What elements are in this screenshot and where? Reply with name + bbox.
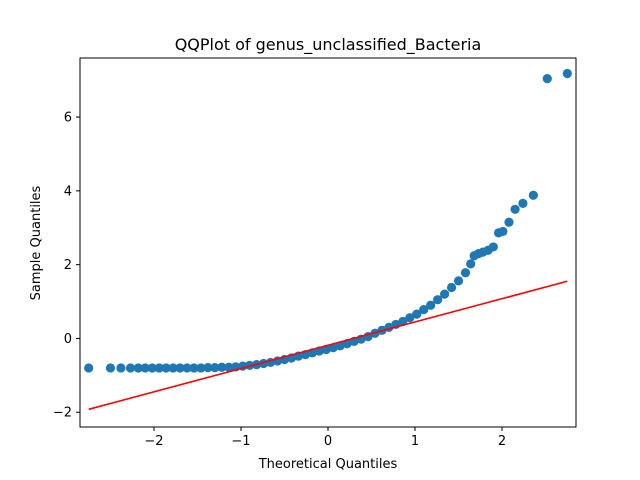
data-point-5 bbox=[140, 363, 150, 373]
chart-title: QQPlot of genus_unclassified_Bacteria bbox=[175, 35, 482, 55]
x-tick-label-3: 1 bbox=[411, 434, 419, 449]
data-point-6 bbox=[147, 363, 157, 373]
data-point-62 bbox=[518, 198, 528, 208]
y-tick-label-1: 0 bbox=[64, 332, 72, 347]
reference-line bbox=[88, 280, 568, 411]
data-point-1 bbox=[105, 363, 116, 373]
data-point-20 bbox=[245, 360, 255, 370]
data-point-65 bbox=[562, 68, 572, 79]
data-point-50 bbox=[453, 276, 464, 286]
data-point-15 bbox=[210, 362, 220, 373]
data-point-4 bbox=[133, 363, 143, 373]
data-point-33 bbox=[335, 341, 345, 351]
x-tick-label-4: 2 bbox=[498, 434, 506, 449]
y-axis-label: Sample Quantiles bbox=[29, 185, 44, 300]
data-point-11 bbox=[182, 363, 192, 373]
data-point-17 bbox=[224, 362, 234, 372]
data-point-46 bbox=[426, 300, 436, 310]
data-point-57 bbox=[488, 242, 498, 252]
data-point-44 bbox=[412, 309, 422, 319]
data-point-52 bbox=[466, 259, 476, 269]
data-point-0 bbox=[84, 363, 94, 373]
data-point-2 bbox=[116, 363, 126, 373]
data-point-13 bbox=[196, 363, 206, 373]
data-point-8 bbox=[161, 363, 171, 373]
data-point-64 bbox=[542, 74, 552, 84]
data-point-14 bbox=[203, 362, 213, 373]
plot-area: −2 −1 0 1 2 −2 0 2 4 6 bbox=[53, 57, 577, 449]
data-point-51 bbox=[460, 268, 471, 278]
y-tick-label-2: 2 bbox=[64, 258, 72, 273]
data-point-60 bbox=[504, 217, 514, 227]
data-point-31 bbox=[321, 344, 331, 355]
data-point-12 bbox=[189, 363, 199, 373]
data-point-47 bbox=[433, 295, 443, 305]
data-point-48 bbox=[440, 289, 450, 299]
data-point-61 bbox=[510, 204, 520, 214]
data-point-59 bbox=[498, 226, 508, 237]
data-point-43 bbox=[405, 313, 415, 323]
data-point-16 bbox=[217, 362, 227, 372]
data-point-42 bbox=[398, 316, 408, 327]
data-point-3 bbox=[125, 363, 136, 373]
y-tick-label-4: 6 bbox=[64, 111, 72, 126]
x-tick-label-0: −2 bbox=[144, 434, 163, 449]
x-tick-label-1: −1 bbox=[231, 434, 250, 449]
x-tick-label-2: 0 bbox=[324, 434, 332, 449]
data-point-63 bbox=[528, 190, 538, 200]
data-point-9 bbox=[168, 363, 178, 373]
data-point-7 bbox=[154, 363, 164, 373]
y-tick-label-0: −2 bbox=[53, 406, 72, 421]
data-point-49 bbox=[446, 282, 457, 293]
y-tick-label-3: 4 bbox=[64, 184, 72, 199]
data-point-45 bbox=[419, 305, 429, 315]
data-point-32 bbox=[328, 343, 338, 353]
data-point-10 bbox=[175, 363, 185, 373]
x-axis-label: Theoretical Quantiles bbox=[258, 457, 398, 472]
